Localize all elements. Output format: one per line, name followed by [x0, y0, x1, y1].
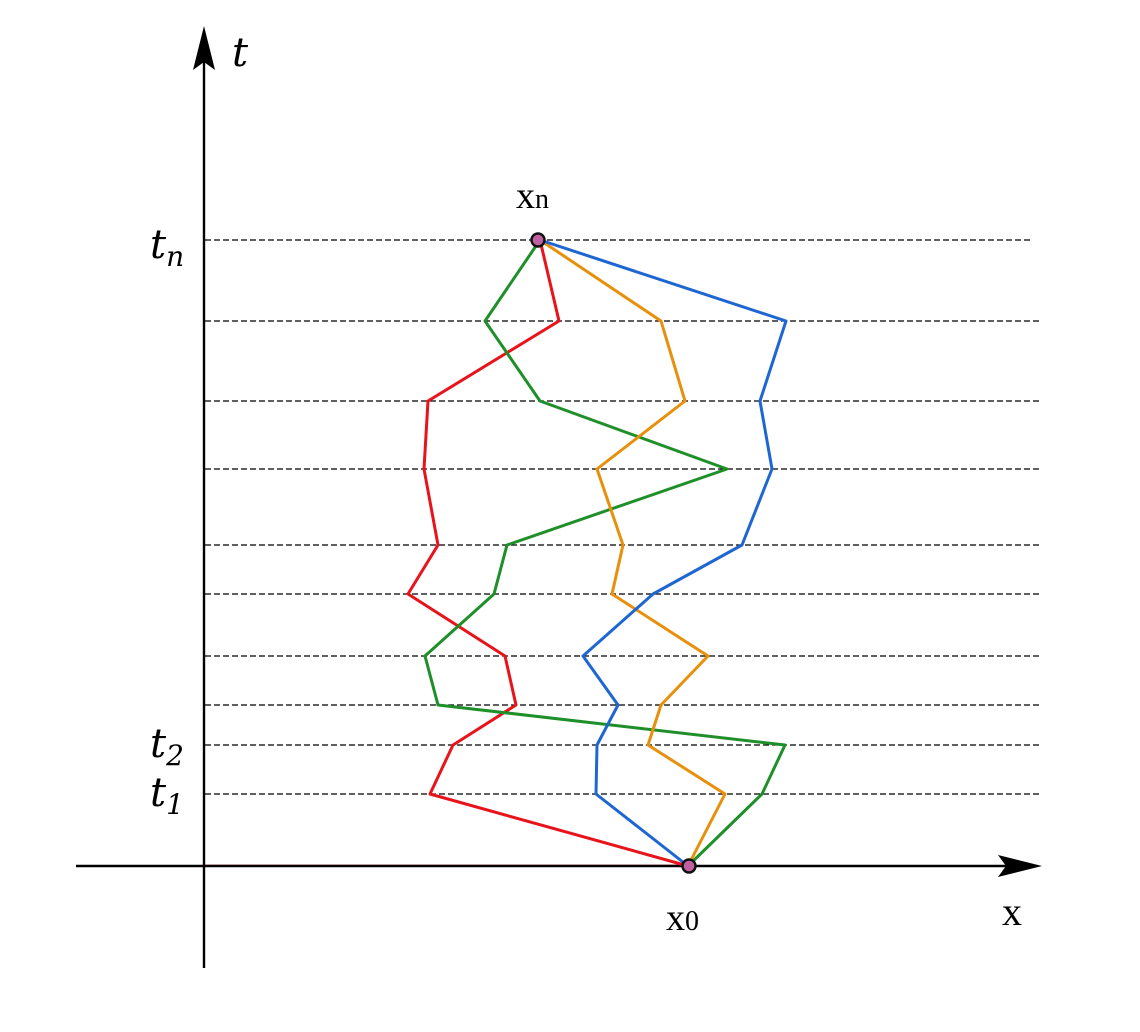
time-level-lines [205, 239, 1040, 795]
vertical-axis-arrow-icon [193, 26, 215, 70]
end-point-marker [530, 232, 546, 248]
horizontal-axis-label: x [1002, 889, 1022, 934]
path-blue [538, 238, 788, 868]
start-point-label: x0 [666, 897, 699, 939]
path-green [423, 238, 787, 868]
start-point-marker [681, 858, 697, 874]
time-label-tn: tn [150, 222, 184, 273]
axes [76, 26, 1042, 968]
vertical-axis-label: t [232, 30, 249, 76]
path-red [406, 238, 690, 868]
horizontal-axis-arrow-icon [998, 855, 1042, 877]
end-point-label: xn [516, 175, 549, 217]
paths [406, 238, 788, 868]
time-label-t2: t2 [150, 721, 184, 772]
time-label-t1: t1 [150, 770, 184, 821]
path-orange [538, 238, 727, 868]
